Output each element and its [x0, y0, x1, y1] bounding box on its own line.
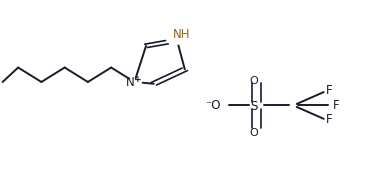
Text: F: F [326, 84, 333, 98]
Text: S: S [250, 100, 258, 113]
Text: F: F [326, 113, 333, 126]
Text: O: O [249, 128, 258, 138]
Text: O: O [249, 76, 258, 86]
Text: ⁻O: ⁻O [205, 99, 221, 112]
Text: +: + [135, 75, 142, 84]
Text: F: F [333, 99, 339, 112]
Text: NH: NH [173, 28, 191, 41]
Text: N: N [126, 76, 135, 89]
